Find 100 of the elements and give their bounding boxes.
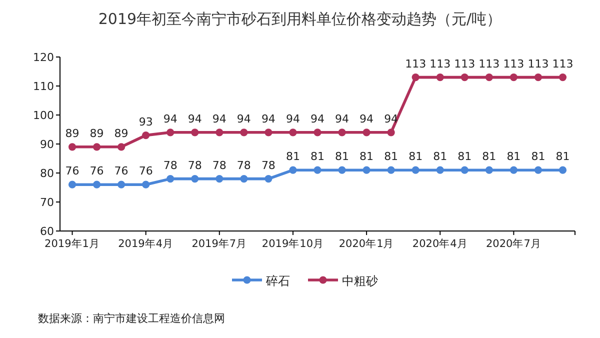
data-label: 89: [114, 126, 128, 140]
chart-title: 2019年初至今南宁市砂石到用料单位价格变动趋势（元/吨）: [98, 10, 502, 28]
y-tick-label: 60: [40, 225, 54, 238]
point: [191, 175, 199, 183]
data-label: 78: [261, 158, 276, 172]
data-label: 81: [408, 150, 423, 164]
data-label: 93: [138, 115, 153, 128]
point: [534, 74, 542, 82]
point: [216, 175, 224, 183]
source-note: 数据来源：南宁市建设工程造价信息网: [38, 312, 225, 325]
data-label: 113: [478, 57, 500, 70]
point: [289, 128, 297, 136]
point: [240, 175, 248, 183]
data-label: 94: [236, 112, 251, 126]
data-label: 81: [433, 150, 448, 164]
data-label: 113: [528, 57, 549, 70]
legend-label: 碎石: [265, 274, 290, 288]
data-label: 94: [310, 112, 324, 126]
data-label: 76: [90, 164, 104, 178]
x-tick-label: 2019年4月: [118, 238, 174, 250]
point: [485, 74, 493, 82]
point: [485, 166, 493, 174]
data-label: 81: [556, 150, 570, 164]
data-label: 81: [482, 150, 496, 164]
data-label: 89: [90, 126, 104, 140]
data-label: 113: [454, 57, 476, 70]
data-label: 78: [212, 158, 226, 172]
point: [314, 128, 322, 136]
data-label: 78: [236, 158, 251, 172]
data-label: 76: [114, 164, 128, 178]
x-tick-label: 2020年1月: [338, 238, 394, 250]
point: [166, 128, 174, 136]
data-label: 113: [405, 57, 426, 70]
data-label: 113: [430, 57, 451, 70]
point: [362, 128, 370, 136]
data-label: 76: [138, 164, 153, 178]
data-label: 94: [335, 112, 350, 126]
point: [142, 180, 150, 188]
point: [118, 180, 126, 188]
point: [142, 132, 150, 140]
point: [289, 166, 297, 174]
data-label: 81: [506, 150, 521, 164]
point: [92, 143, 101, 151]
legend-label: 中粗砂: [342, 274, 378, 288]
x-tick-label: 2020年4月: [412, 238, 468, 250]
data-label: 94: [286, 112, 300, 126]
data-label: 76: [65, 164, 80, 178]
point: [412, 166, 420, 174]
point: [338, 128, 346, 136]
y-tick-label: 120: [33, 51, 54, 64]
point: [558, 74, 567, 82]
data-label: 78: [163, 158, 178, 172]
point: [387, 128, 395, 136]
x-tick-label: 2019年1月: [44, 238, 100, 250]
point: [558, 166, 567, 174]
data-label: 81: [384, 150, 398, 164]
x-tick-label: 2019年10月: [262, 238, 324, 250]
point: [387, 166, 395, 174]
point: [362, 166, 370, 174]
data-label: 94: [261, 112, 276, 126]
data-label: 81: [286, 150, 300, 164]
point: [68, 143, 76, 151]
point: [534, 166, 542, 174]
y-tick-label: 90: [40, 138, 54, 151]
point: [191, 128, 199, 136]
data-label: 78: [188, 158, 202, 172]
data-label: 94: [212, 112, 226, 126]
point: [264, 128, 272, 136]
point: [460, 74, 468, 82]
y-tick-label: 80: [40, 167, 54, 180]
y-tick-label: 70: [40, 196, 54, 209]
data-label: 94: [188, 112, 202, 126]
point: [216, 128, 224, 136]
data-label: 113: [552, 57, 574, 70]
y-tick-label: 110: [33, 80, 54, 93]
point: [338, 166, 346, 174]
data-label: 113: [503, 57, 524, 70]
point: [510, 74, 518, 82]
data-label: 81: [360, 150, 374, 164]
point: [118, 143, 126, 151]
point: [460, 166, 468, 174]
point: [240, 128, 248, 136]
data-label: 89: [65, 126, 80, 140]
data-label: 81: [310, 150, 324, 164]
point: [436, 74, 444, 82]
point: [68, 180, 76, 188]
point: [412, 74, 420, 82]
y-tick-label: 100: [33, 109, 54, 122]
x-tick-label: 2020年7月: [486, 238, 542, 250]
point: [510, 166, 518, 174]
point: [436, 166, 444, 174]
point: [314, 166, 322, 174]
point: [92, 180, 101, 188]
data-label: 94: [360, 112, 374, 126]
data-label: 81: [335, 150, 350, 164]
data-label: 94: [163, 112, 178, 126]
x-tick-label: 2019年7月: [192, 238, 248, 250]
data-label: 81: [458, 150, 472, 164]
point: [264, 175, 272, 183]
data-label: 81: [531, 150, 546, 164]
